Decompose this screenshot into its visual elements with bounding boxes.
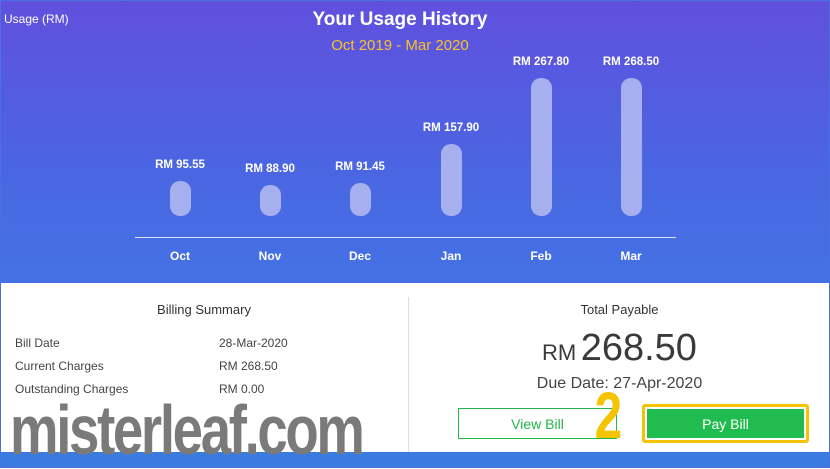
x-tick-label: Nov xyxy=(258,249,282,263)
y-axis-label: Usage (RM) xyxy=(4,12,69,26)
x-axis-line xyxy=(135,237,676,238)
x-tick-label: Mar xyxy=(620,249,642,263)
due-date: Due Date: 27-Apr-2020 xyxy=(536,375,703,392)
bottom-strip xyxy=(0,452,830,468)
data-label: RM 91.45 xyxy=(335,161,385,174)
amount: 268.50 xyxy=(580,327,697,369)
data-label: RM 268.50 xyxy=(602,56,660,68)
total-payable-label: Total Payable xyxy=(580,302,659,317)
watermark: misterleaf.com xyxy=(10,391,365,469)
bar-jan xyxy=(441,143,462,216)
pay-bill-button[interactable]: Pay Bill xyxy=(647,409,804,438)
x-tick-label: Oct xyxy=(169,249,190,263)
x-tick-label: Dec xyxy=(348,249,371,263)
billing-summary: Billing Summary Bill Date 28-Mar-2020 Cur… xyxy=(0,283,408,453)
total-payable-amount: RM 268.50 xyxy=(409,327,830,370)
row-label: Outstanding Charges xyxy=(15,382,129,396)
data-label: RM 267.80 xyxy=(512,56,570,69)
bill-date-row: Bill Date 28-Mar-2020 xyxy=(15,336,288,350)
data-label: RM 157.90 xyxy=(422,121,480,134)
row-value: 28-Mar-2020 xyxy=(219,336,288,350)
usage-bar-chart: RM 95.55 Oct RM 88.90 Nov RM 91.45 Dec RM 157.… xyxy=(155,56,660,263)
row-value: RM 0.00 xyxy=(219,382,265,396)
view-bill-button[interactable]: View Bill xyxy=(458,408,617,439)
current-charges-row: Current Charges RM 268.50 xyxy=(15,359,278,373)
bar-nov xyxy=(260,184,281,216)
total-payable-panel: Total Payable RM 268.50 Due Date: 27-Apr… xyxy=(409,283,830,453)
bar-mar xyxy=(621,78,642,216)
usage-history-header: Usage (RM) Your Usage History Oct 2019 -… xyxy=(0,0,830,283)
step-number: 2 xyxy=(594,378,623,452)
bar-oct xyxy=(170,180,191,216)
row-value: RM 268.50 xyxy=(219,359,278,373)
data-label: RM 95.55 xyxy=(155,158,205,171)
billing-summary-title: Billing Summary xyxy=(157,302,251,317)
row-label: Bill Date xyxy=(15,336,60,350)
currency: RM xyxy=(542,340,577,365)
section-divider xyxy=(408,297,409,455)
chart-subtitle: Oct 2019 - Mar 2020 xyxy=(331,37,469,54)
pay-bill-highlight: Pay Bill xyxy=(642,404,809,443)
x-tick-label: Feb xyxy=(530,249,552,263)
bar-dec xyxy=(350,183,371,216)
chart-title: Your Usage History xyxy=(312,9,488,30)
x-tick-label: Jan xyxy=(440,249,462,263)
outstanding-charges-row: Outstanding Charges RM 0.00 xyxy=(15,382,264,396)
bar-feb xyxy=(531,78,552,216)
data-label: RM 88.90 xyxy=(245,162,295,175)
row-label: Current Charges xyxy=(15,359,104,373)
